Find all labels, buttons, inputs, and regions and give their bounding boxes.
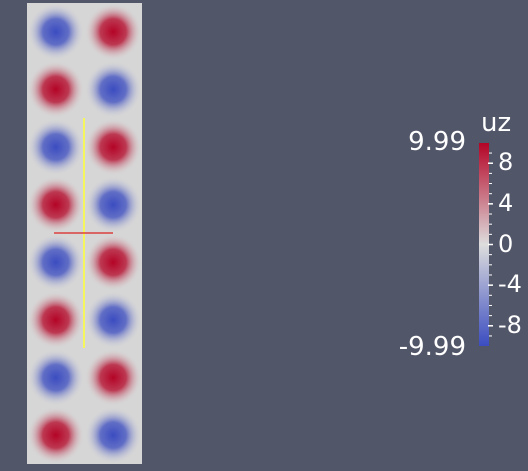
field-cell-negative <box>84 60 142 119</box>
field-cell-negative <box>27 348 85 407</box>
colorbar-tick-label: 4 <box>498 188 514 217</box>
field-cell-positive <box>84 233 142 292</box>
field-cell-negative <box>84 175 142 234</box>
field-cell-positive <box>84 118 142 176</box>
field-cell-negative <box>27 118 85 176</box>
field-cell-positive <box>27 406 85 464</box>
field-cell-positive <box>84 3 142 61</box>
field-cell-positive <box>27 175 85 234</box>
colorbar-tick-label: 0 <box>498 229 514 258</box>
field-cells <box>27 3 142 464</box>
colorbar-tick-label: 8 <box>498 148 514 177</box>
colorbar-gradient <box>479 143 489 346</box>
colorbar-title: uz <box>481 108 512 138</box>
field-cell-positive <box>84 348 142 407</box>
colorbar-tick-label: -8 <box>498 310 522 339</box>
colorbar-tick-label: -4 <box>498 270 522 299</box>
field-cell-negative <box>27 233 85 292</box>
field-cell-negative <box>27 3 85 61</box>
field-cell-negative <box>84 406 142 464</box>
field-cell-positive <box>27 291 85 349</box>
colorbar[interactable] <box>479 143 493 346</box>
field-cell-positive <box>27 60 85 119</box>
colorbar-min-label: -9.99 <box>398 332 466 362</box>
colorbar-max-label: 9.99 <box>408 127 466 157</box>
field-cell-negative <box>84 291 142 349</box>
